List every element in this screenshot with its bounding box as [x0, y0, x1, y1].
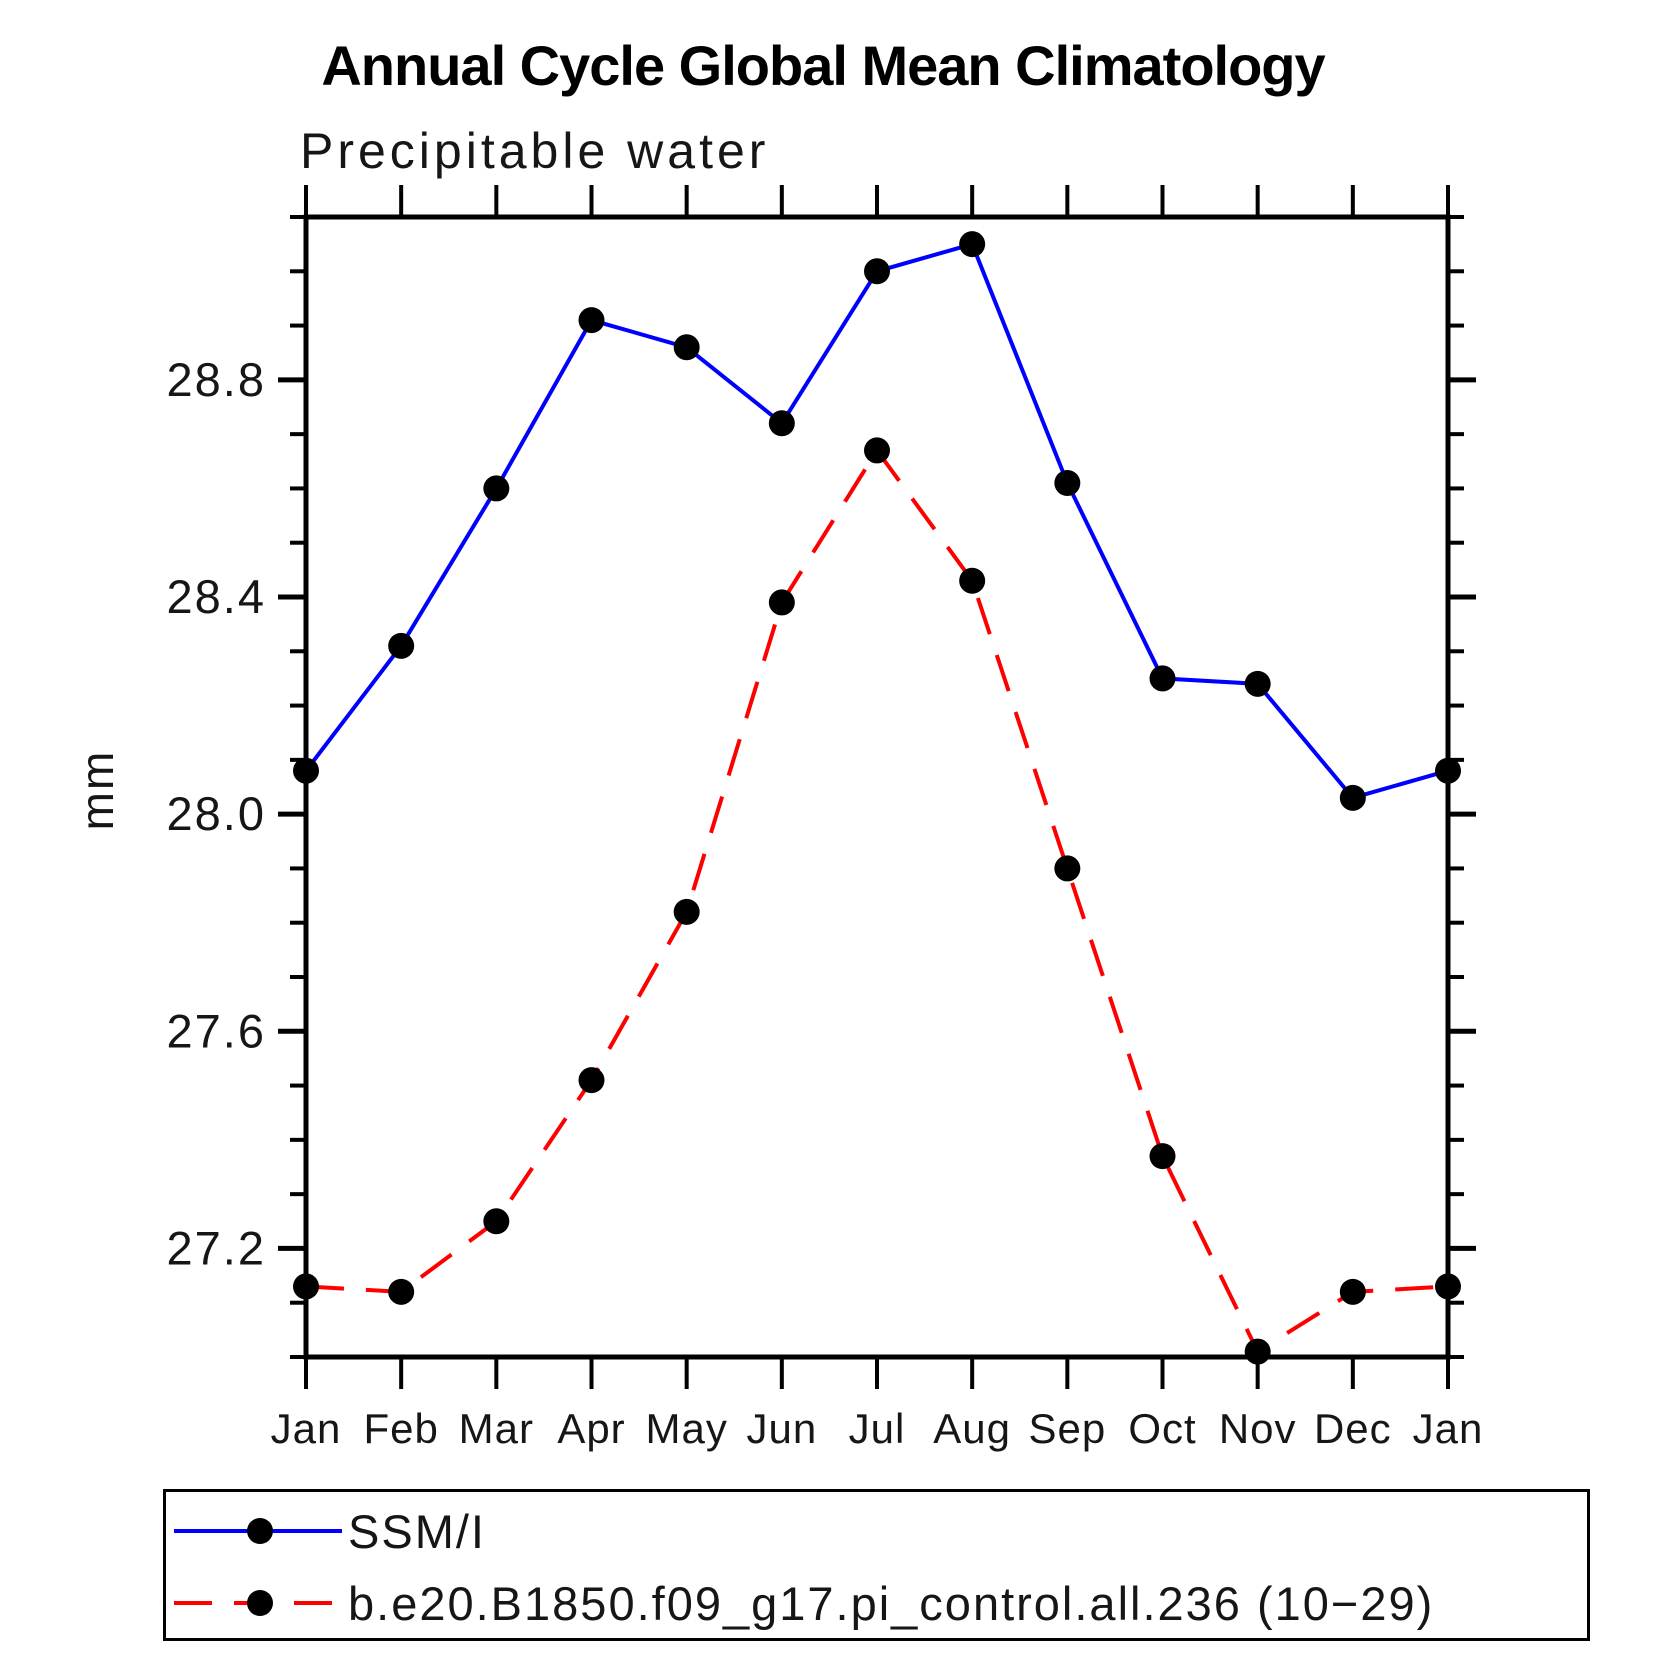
data-point-model-jul-6: [864, 437, 890, 464]
legend-marker-ssmi: [247, 1518, 273, 1544]
x-tick-label: Jul: [849, 1405, 906, 1452]
legend-sample-ssmi: [174, 1518, 342, 1544]
data-point-ssmi-feb-1: [388, 632, 415, 659]
data-point-model-may-4: [673, 898, 700, 925]
data-point-model-nov-10: [1244, 1338, 1271, 1365]
y-tick-label: 28.8: [167, 353, 266, 406]
x-tick-label: Mar: [459, 1405, 534, 1452]
legend-sample-model: [174, 1590, 342, 1616]
legend-label-ssmi: SSM/I: [348, 1505, 486, 1558]
x-tick-label: Nov: [1219, 1405, 1297, 1452]
series-line-ssmi: [304, 241, 1449, 801]
y-tick-label: 27.6: [167, 1004, 266, 1057]
x-tick-label: Apr: [557, 1405, 625, 1452]
data-point-model-feb-1: [388, 1278, 415, 1305]
plot-frame: [303, 214, 1451, 1360]
data-point-model-oct-9: [1149, 1143, 1176, 1170]
series-line-model: [305, 446, 1449, 1355]
data-point-model-jan-12: [1435, 1273, 1461, 1300]
data-point-ssmi-jan-0: [293, 757, 319, 784]
x-tick-label: Jan: [1413, 1405, 1484, 1452]
x-tick-label: Feb: [363, 1405, 438, 1452]
x-tick-label: Oct: [1128, 1405, 1196, 1452]
y-tick-label: 27.2: [167, 1221, 266, 1274]
chart-subtitle: Precipitable water: [300, 123, 770, 179]
data-point-ssmi-jun-5: [768, 410, 795, 437]
data-point-ssmi-oct-9: [1149, 665, 1176, 692]
y-axis-title: mm: [71, 749, 123, 831]
y-tick-label: 28.4: [167, 570, 266, 623]
data-point-ssmi-nov-10: [1244, 670, 1271, 697]
x-tick-label: Sep: [1028, 1405, 1106, 1452]
data-point-model-aug-7: [959, 567, 986, 594]
data-point-ssmi-mar-2: [483, 475, 510, 502]
x-tick-label: Aug: [933, 1405, 1011, 1452]
page-title: Annual Cycle Global Mean Climatology: [321, 34, 1325, 97]
data-point-model-sep-8: [1054, 855, 1081, 882]
data-point-ssmi-may-4: [673, 334, 700, 361]
legend-marker-model: [247, 1590, 273, 1616]
data-point-model-mar-2: [483, 1208, 510, 1235]
x-tick-label: Dec: [1314, 1405, 1392, 1452]
data-point-model-apr-3: [578, 1067, 605, 1094]
data-point-ssmi-aug-7: [959, 231, 986, 258]
data-point-ssmi-sep-8: [1054, 470, 1081, 496]
legend-label-model: b.e20.B1850.f09_g17.pi_control.all.236 (…: [348, 1577, 1435, 1630]
data-point-ssmi-dec-11: [1339, 784, 1366, 811]
data-point-model-jan-0: [293, 1273, 319, 1300]
data-point-model-dec-11: [1339, 1278, 1366, 1305]
data-point-model-jun-5: [768, 589, 795, 616]
x-tick-label: Jan: [271, 1405, 342, 1452]
x-tick-label: May: [645, 1405, 727, 1452]
data-point-ssmi-apr-3: [578, 307, 605, 334]
x-tick-label: Jun: [746, 1405, 817, 1452]
data-point-ssmi-jan-12: [1435, 757, 1461, 784]
data-point-ssmi-jul-6: [864, 258, 890, 285]
y-tick-label: 28.0: [167, 787, 266, 840]
legend: SSM/I b.e20.B1850.f09_g17.pi_control.all…: [163, 1489, 1590, 1641]
